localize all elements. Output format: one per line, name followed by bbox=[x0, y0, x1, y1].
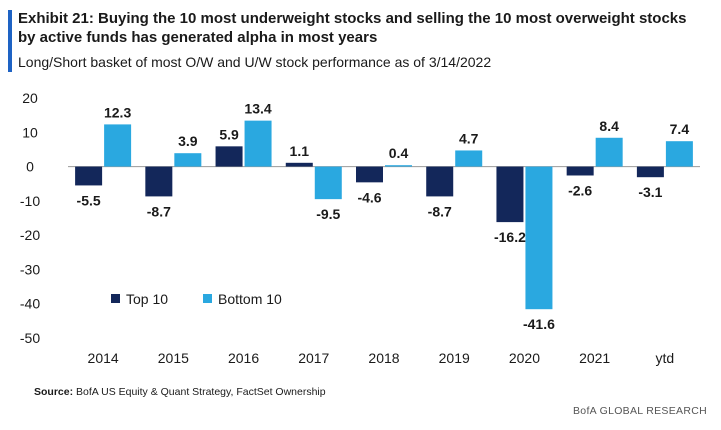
bar-top10-2021 bbox=[566, 166, 594, 176]
x-tick-label: 2016 bbox=[228, 350, 259, 366]
bar-top10-ytd bbox=[636, 166, 664, 178]
y-tick-label: 20 bbox=[22, 90, 38, 106]
y-tick-label: -40 bbox=[20, 296, 40, 312]
y-tick-label: 0 bbox=[26, 159, 34, 175]
data-label-bottom10: 8.4 bbox=[599, 118, 619, 134]
bar-bottom10-2015 bbox=[174, 153, 202, 167]
data-label-top10: -2.6 bbox=[568, 182, 592, 198]
data-label-bottom10: 13.4 bbox=[244, 101, 271, 117]
y-tick-label: -50 bbox=[20, 330, 40, 346]
legend-swatch-top10 bbox=[111, 294, 120, 303]
bar-bottom10-2017 bbox=[314, 166, 342, 200]
source-label: Source: bbox=[34, 386, 74, 398]
legend-swatch-bottom10 bbox=[203, 294, 212, 303]
bar-bottom10-2016 bbox=[244, 120, 272, 167]
bar-bottom10-2014 bbox=[104, 124, 132, 167]
bar-top10-2018 bbox=[356, 166, 383, 183]
data-label-bottom10: -41.6 bbox=[523, 316, 555, 332]
legend-label-bottom10: Bottom 10 bbox=[218, 291, 282, 307]
x-tick-label: 2019 bbox=[439, 350, 470, 366]
x-tick-label: 2020 bbox=[509, 350, 540, 366]
bar-bottom10-ytd bbox=[665, 141, 693, 167]
data-label-top10: -8.7 bbox=[428, 203, 452, 219]
data-label-bottom10: 3.9 bbox=[178, 133, 198, 149]
data-label-top10: -8.7 bbox=[147, 203, 171, 219]
data-label-bottom10: 0.4 bbox=[389, 145, 409, 161]
data-label-top10: -16.2 bbox=[494, 229, 526, 245]
bar-bottom10-2021 bbox=[595, 137, 623, 167]
data-label-top10: -3.1 bbox=[638, 184, 662, 200]
bar-top10-2016 bbox=[215, 146, 243, 167]
x-tick-label: 2021 bbox=[579, 350, 610, 366]
chart-title: Exhibit 21: Buying the 10 most underweig… bbox=[18, 10, 687, 46]
data-label-bottom10: 12.3 bbox=[104, 104, 131, 120]
data-label-bottom10: 4.7 bbox=[459, 130, 479, 146]
legend-label-top10: Top 10 bbox=[126, 291, 168, 307]
data-label-top10: 5.9 bbox=[219, 126, 239, 142]
bar-top10-2020 bbox=[496, 166, 524, 223]
data-label-bottom10: 7.4 bbox=[670, 121, 690, 137]
x-tick-label: 2017 bbox=[298, 350, 329, 366]
brand-footer: BofA GLOBAL RESEARCH bbox=[573, 405, 707, 417]
data-label-top10: -4.6 bbox=[357, 189, 381, 205]
chart-subtitle: Long/Short basket of most O/W and U/W st… bbox=[18, 54, 492, 70]
source-text: BofA US Equity & Quant Strategy, FactSet… bbox=[76, 386, 326, 398]
data-label-top10: 1.1 bbox=[290, 143, 310, 159]
y-tick-label: -10 bbox=[20, 193, 40, 209]
x-tick-label: ytd bbox=[656, 350, 675, 366]
x-tick-label: 2015 bbox=[158, 350, 189, 366]
bar-top10-2017 bbox=[285, 162, 313, 167]
x-tick-label: 2014 bbox=[88, 350, 119, 366]
bar-top10-2014 bbox=[75, 166, 103, 186]
title-accent-bar bbox=[8, 10, 12, 72]
y-tick-label: -20 bbox=[20, 227, 40, 243]
bar-top10-2019 bbox=[426, 166, 454, 197]
data-label-top10: -5.5 bbox=[77, 192, 101, 208]
bar-top10-2015 bbox=[145, 166, 173, 197]
source-note: Source: BofA US Equity & Quant Strategy,… bbox=[34, 386, 326, 398]
data-label-bottom10: -9.5 bbox=[316, 206, 340, 222]
bar-bottom10-2020 bbox=[525, 166, 553, 310]
y-tick-label: 10 bbox=[22, 124, 38, 140]
bar-bottom10-2018 bbox=[385, 165, 412, 167]
x-tick-label: 2018 bbox=[368, 350, 399, 366]
y-tick-label: -30 bbox=[20, 261, 40, 277]
bar-bottom10-2019 bbox=[455, 150, 483, 167]
